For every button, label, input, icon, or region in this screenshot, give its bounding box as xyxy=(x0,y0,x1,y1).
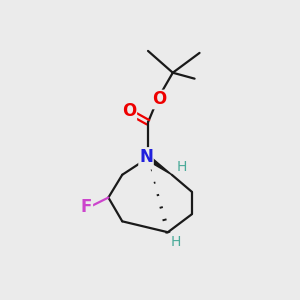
Text: O: O xyxy=(152,91,166,109)
Text: H: H xyxy=(171,235,181,249)
Text: F: F xyxy=(81,199,92,217)
Text: O: O xyxy=(122,102,136,120)
Text: H: H xyxy=(176,160,187,174)
Text: N: N xyxy=(139,148,153,166)
Polygon shape xyxy=(147,156,172,175)
